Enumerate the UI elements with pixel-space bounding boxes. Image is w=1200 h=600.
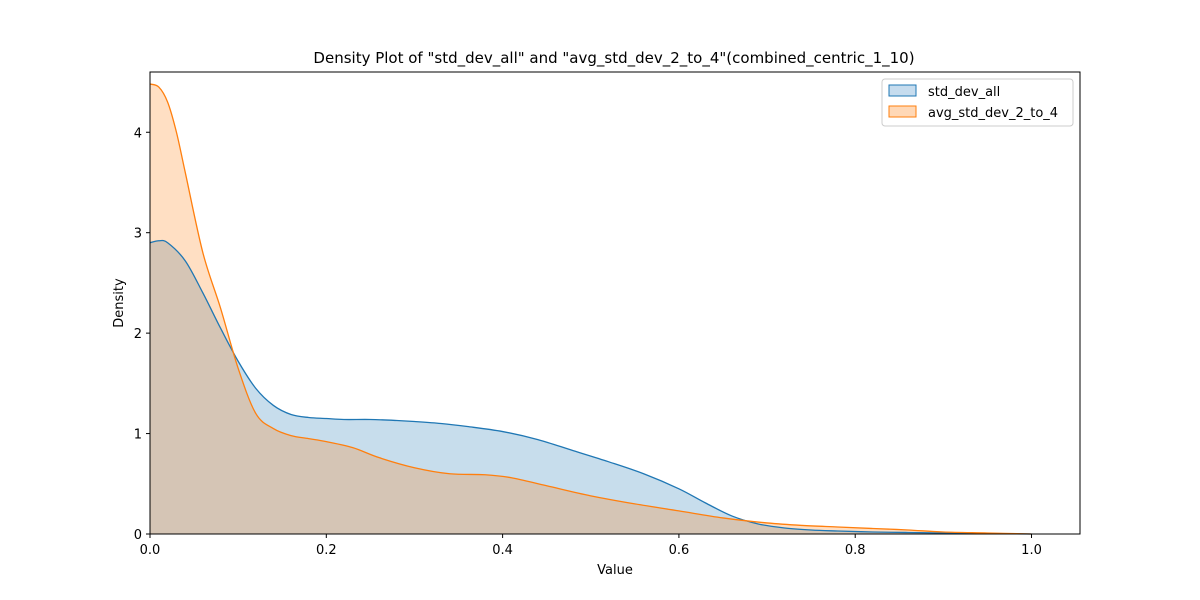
x-tick-label: 0.2 [316, 543, 337, 558]
legend-label-avg-std-dev-2-to-4: avg_std_dev_2_to_4 [928, 106, 1058, 121]
legend-swatch-avg-std-dev-2-to-4 [888, 105, 917, 118]
plot-area [149, 71, 1081, 535]
x-axis: 0.0 0.2 0.4 0.6 0.8 1.0 [140, 534, 1042, 558]
y-tick-label: 0 [134, 528, 142, 543]
line-avg-std-dev-2-to-4 [149, 83, 1032, 535]
legend-swatch-std-dev-all [888, 84, 917, 97]
chart-title: Density Plot of "std_dev_all" and "avg_s… [313, 49, 914, 68]
x-tick-label: 0.0 [140, 543, 161, 558]
x-tick-label: 0.4 [492, 543, 513, 558]
y-axis-label: Density [112, 278, 127, 328]
legend-label-std-dev-all: std_dev_all [928, 85, 1000, 100]
y-tick-label: 3 [134, 227, 142, 242]
area-avg-std-dev-2-to-4 [150, 84, 1032, 535]
plot-frame [149, 71, 1081, 535]
y-axis: 0 1 2 3 4 [134, 126, 150, 543]
series-layer [149, 83, 1032, 535]
x-tick-label: 0.6 [669, 543, 690, 558]
x-tick-label: 1.0 [1021, 543, 1042, 558]
legend: std_dev_all avg_std_dev_2_to_4 [881, 78, 1074, 127]
legend-box [881, 78, 1074, 127]
y-tick-label: 4 [134, 126, 142, 141]
y-tick-label: 2 [134, 327, 142, 342]
area-std-dev-all [150, 240, 1032, 534]
y-tick-label: 1 [134, 428, 142, 443]
x-tick-label: 0.8 [845, 543, 866, 558]
x-axis-label: Value [597, 563, 633, 578]
